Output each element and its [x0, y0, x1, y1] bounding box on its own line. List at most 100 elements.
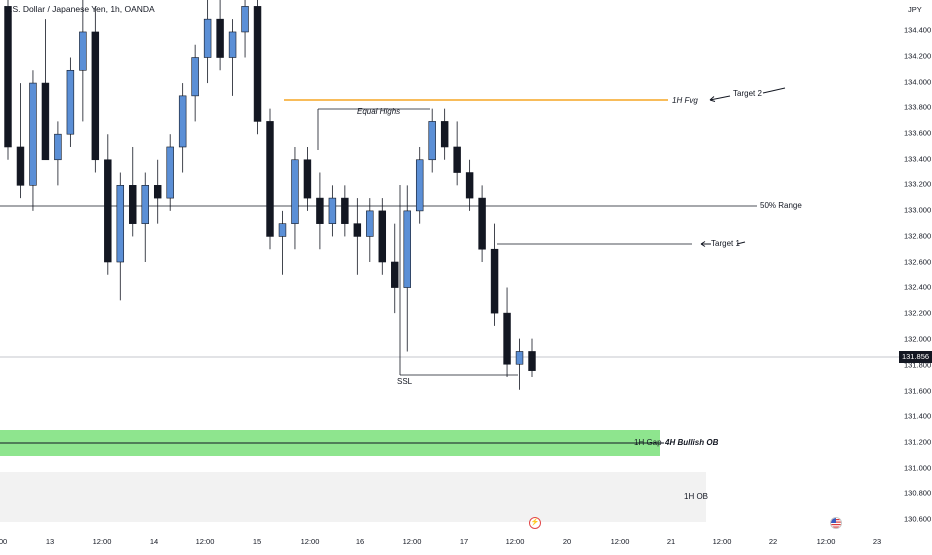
target-2-tail [762, 87, 786, 94]
time-label: 14 [149, 537, 159, 546]
ssl-label: SSL [397, 377, 413, 386]
price-label: 134.400 [904, 25, 932, 35]
candle-body [29, 82, 37, 186]
candle-body [328, 197, 337, 224]
time-label: 17 [459, 537, 469, 546]
time-label: 12:00 [300, 537, 320, 546]
ob-zone [0, 472, 706, 522]
candle-body [141, 185, 149, 224]
time-label: 13 [45, 537, 55, 546]
range-50-label: 50% Range [760, 201, 802, 210]
candle-body [303, 159, 312, 199]
candle-body [465, 172, 474, 199]
bullish-ob-4h-label: 4H Bullish OB [665, 438, 719, 447]
time-label: 12:00 [816, 537, 836, 546]
time-label: 16 [355, 537, 365, 546]
candle-body [278, 223, 287, 237]
price-label: 130.800 [904, 488, 932, 498]
candle-body [428, 121, 436, 161]
candle-body [366, 210, 374, 237]
candle-body [503, 312, 511, 365]
price-label: 132.600 [904, 257, 932, 267]
price-label: 130.600 [904, 514, 932, 524]
candle-body [203, 18, 212, 58]
price-label: 132.000 [904, 334, 932, 344]
candle-body [453, 146, 461, 173]
candle-body [153, 185, 162, 199]
currency-label: JPY [908, 5, 922, 14]
target-1-arrowhead [700, 241, 706, 247]
candle-body [378, 210, 387, 263]
price-label: 133.200 [904, 179, 932, 189]
price-label: 131.000 [904, 463, 932, 473]
candle-body [66, 69, 75, 135]
candle-body [104, 159, 112, 263]
price-label: 132.400 [904, 282, 932, 292]
price-label: 131.600 [904, 386, 932, 396]
candle-body [129, 185, 137, 224]
time-label: 12:00 [402, 537, 422, 546]
fvg-1h-label: 1H Fvg [672, 96, 698, 105]
equal-highs-label: Equal Highs [357, 107, 401, 116]
current-price-tag: 131.856 [899, 351, 932, 363]
price-label: 134.000 [904, 77, 932, 87]
time-label: 12:00 [195, 537, 215, 546]
lightning-icon[interactable]: ⚡ [529, 517, 541, 529]
price-label: 132.200 [904, 308, 932, 318]
candle-body [403, 210, 411, 288]
price-label: 133.400 [904, 154, 932, 164]
candle-body [478, 197, 486, 250]
candle-body [253, 6, 262, 122]
candle-body [41, 82, 50, 161]
price-label: 133.600 [904, 128, 932, 138]
candle-body [353, 223, 362, 237]
candle-body [216, 18, 224, 58]
time-axis[interactable]: 00 13 12:00 14 12:00 15 12:00 16 12:00 17 12:00 20 1… [0, 530, 899, 550]
candle-body [291, 159, 299, 224]
target-1-label: Target 1 [711, 239, 740, 248]
time-label: 12:00 [92, 537, 112, 546]
us-flag-icon[interactable] [830, 517, 842, 529]
target-2-label: Target 2 [733, 89, 762, 98]
time-label: 15 [252, 537, 262, 546]
time-label: 23 [872, 537, 882, 546]
candle-body [490, 248, 499, 314]
target-2-arrow [709, 95, 731, 101]
time-label: 00 [0, 537, 8, 546]
candle-body [266, 121, 274, 237]
candle-body [16, 146, 25, 186]
candle-body [316, 197, 324, 224]
candle-body [415, 159, 424, 212]
time-label: 20 [562, 537, 572, 546]
price-label: 133.000 [904, 205, 932, 215]
candle-body [241, 6, 249, 33]
candle-body [391, 261, 399, 288]
ob-1h-label: 1H OB [684, 492, 709, 501]
time-label: 22 [768, 537, 778, 546]
candle-body [91, 31, 100, 161]
target-1-tail [736, 241, 746, 245]
time-label: 21 [666, 537, 676, 546]
candle-body [166, 146, 174, 199]
time-label: 12:00 [610, 537, 630, 546]
target-2-arrowhead [709, 96, 716, 102]
price-label: 131.200 [904, 437, 932, 447]
price-label: 131.400 [904, 411, 932, 421]
price-scale[interactable]: JPY 134.400 134.200 134.000 133.800 133.600 1… [899, 0, 932, 550]
candle-body [440, 121, 449, 148]
candle-body [191, 57, 199, 97]
candle-body [54, 133, 62, 161]
candle-body [4, 6, 12, 148]
price-label: 131.800 [904, 360, 932, 370]
candle-body [178, 95, 187, 148]
candle-body [79, 31, 87, 71]
candle-body [228, 31, 237, 58]
time-label: 12:00 [505, 537, 525, 546]
symbol-title[interactable]: U.S. Dollar / Japanese Yen, 1h, OANDA [4, 4, 155, 14]
price-label: 134.200 [904, 51, 932, 61]
candle-body [515, 351, 524, 365]
time-label: 12:00 [712, 537, 732, 546]
candle-body [116, 185, 125, 263]
